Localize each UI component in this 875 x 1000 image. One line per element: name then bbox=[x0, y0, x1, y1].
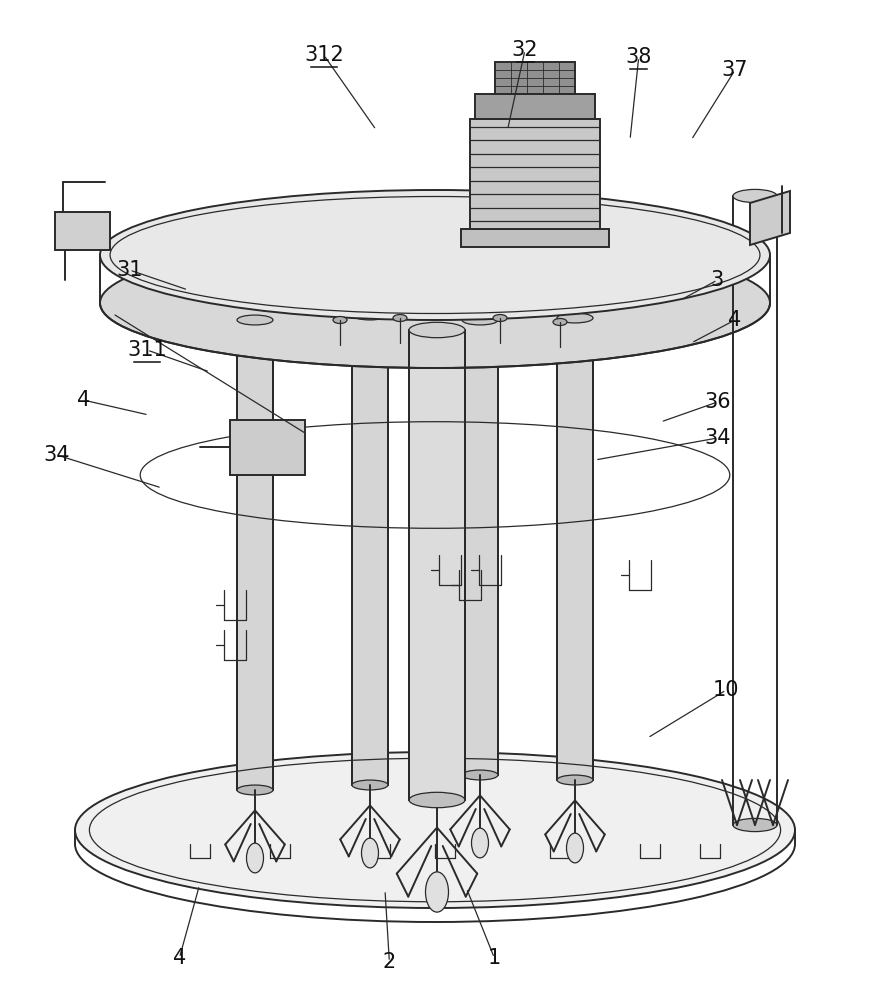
Ellipse shape bbox=[237, 785, 273, 795]
Text: 34: 34 bbox=[704, 428, 731, 448]
Text: 4: 4 bbox=[172, 948, 186, 968]
Ellipse shape bbox=[247, 843, 263, 873]
Bar bbox=[475, 94, 595, 119]
Bar bbox=[461, 229, 609, 247]
Text: 10: 10 bbox=[713, 680, 739, 700]
Ellipse shape bbox=[733, 818, 777, 832]
Ellipse shape bbox=[409, 322, 465, 338]
Text: 34: 34 bbox=[44, 445, 70, 465]
Ellipse shape bbox=[425, 872, 449, 912]
Ellipse shape bbox=[493, 314, 507, 322]
Bar bbox=[462, 320, 498, 775]
Ellipse shape bbox=[352, 780, 388, 790]
Ellipse shape bbox=[553, 318, 567, 326]
Ellipse shape bbox=[733, 189, 777, 203]
Ellipse shape bbox=[352, 310, 388, 320]
Bar bbox=[230, 420, 305, 475]
Text: 31: 31 bbox=[116, 260, 143, 280]
Ellipse shape bbox=[393, 314, 407, 322]
Bar bbox=[55, 212, 110, 250]
Bar bbox=[557, 318, 593, 780]
Text: 311: 311 bbox=[127, 340, 167, 360]
Text: 4: 4 bbox=[728, 310, 742, 330]
Ellipse shape bbox=[75, 752, 795, 908]
Ellipse shape bbox=[100, 238, 770, 368]
Ellipse shape bbox=[472, 828, 488, 858]
Text: 4: 4 bbox=[76, 390, 90, 410]
Ellipse shape bbox=[557, 313, 593, 323]
Text: 312: 312 bbox=[304, 45, 344, 65]
Ellipse shape bbox=[100, 190, 770, 320]
Ellipse shape bbox=[409, 792, 465, 808]
Bar bbox=[470, 119, 600, 229]
Ellipse shape bbox=[557, 775, 593, 785]
Bar bbox=[409, 330, 465, 800]
Bar bbox=[352, 315, 388, 785]
Ellipse shape bbox=[237, 315, 273, 325]
Text: 37: 37 bbox=[722, 60, 748, 80]
Text: 2: 2 bbox=[382, 952, 396, 972]
Text: 38: 38 bbox=[626, 47, 652, 67]
Text: 1: 1 bbox=[487, 948, 501, 968]
Bar bbox=[495, 62, 575, 94]
Ellipse shape bbox=[462, 315, 498, 325]
Ellipse shape bbox=[462, 770, 498, 780]
Ellipse shape bbox=[566, 833, 584, 863]
Ellipse shape bbox=[333, 316, 347, 324]
Text: 36: 36 bbox=[704, 392, 731, 412]
Polygon shape bbox=[750, 191, 790, 245]
Ellipse shape bbox=[361, 838, 379, 868]
Text: 3: 3 bbox=[710, 270, 724, 290]
Text: 32: 32 bbox=[512, 40, 538, 60]
Bar bbox=[237, 320, 273, 790]
